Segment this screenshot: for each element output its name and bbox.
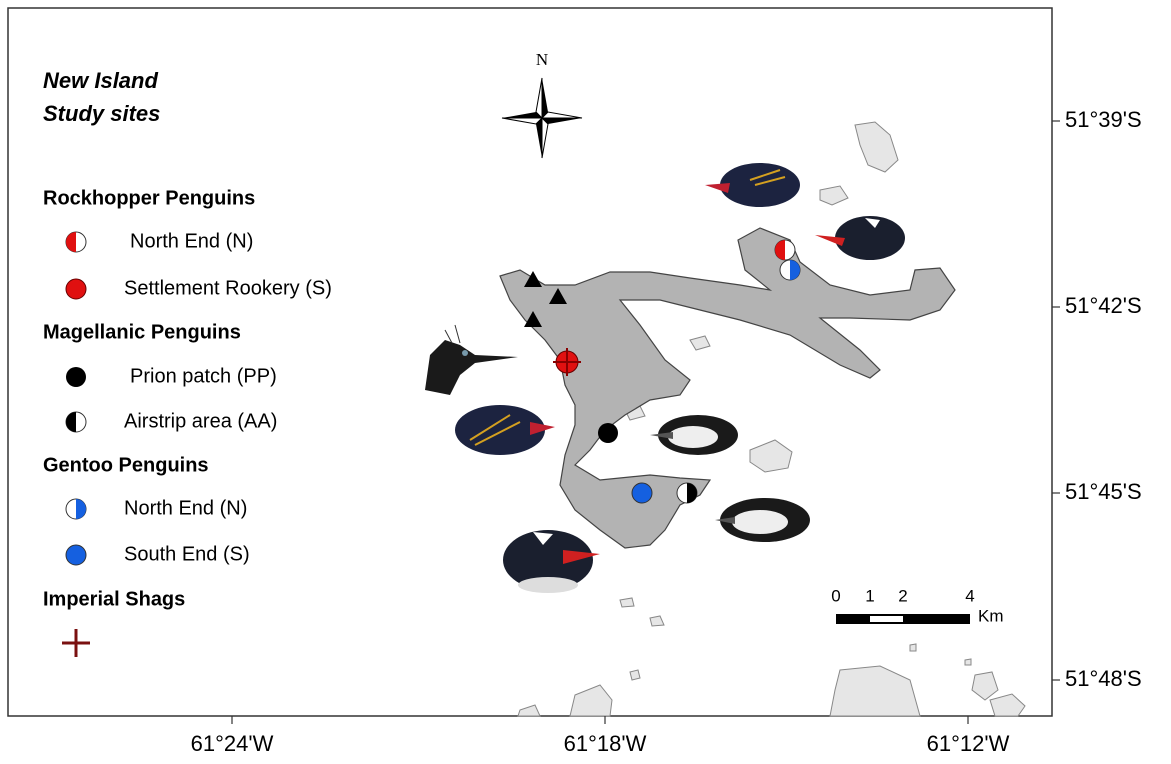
- compass-rose: [501, 77, 583, 159]
- scale-unit: Km: [978, 606, 1004, 625]
- legend-item: North End (N): [124, 497, 247, 519]
- longitude-label: 61°18'W: [564, 731, 647, 756]
- legend-symbol: [66, 367, 86, 387]
- legend-group-title: Gentoo Penguins: [43, 454, 209, 476]
- scale-label: 1: [865, 586, 874, 605]
- legend-item: South End (S): [124, 543, 250, 565]
- legend-item: Settlement Rookery (S): [124, 277, 332, 299]
- islets: [517, 121, 1026, 717]
- scale-label: 0: [831, 586, 840, 605]
- site-markers: [524, 239, 801, 504]
- legend-item: Airstrip area (AA): [124, 410, 277, 432]
- legend-symbol: [65, 544, 87, 566]
- frame-ticks: [231, 120, 1060, 724]
- legend-item: Prion patch (PP): [130, 365, 277, 387]
- latitude-label: 51°45'S: [1065, 479, 1142, 504]
- legend-symbol: [66, 232, 76, 252]
- legend-symbol: [62, 629, 90, 657]
- latitude-label: 51°42'S: [1065, 293, 1142, 318]
- new-island: [499, 227, 956, 549]
- legend-group-title: Magellanic Penguins: [43, 321, 241, 343]
- longitude-label: 61°24'W: [191, 731, 274, 756]
- longitude-label: 61°12'W: [927, 731, 1010, 756]
- scale-bar: [836, 614, 970, 624]
- legend-group-title: Imperial Shags: [43, 588, 185, 610]
- legend-symbol: [65, 278, 87, 300]
- map-title: New Island: [43, 68, 158, 93]
- legend-symbol: [76, 499, 86, 519]
- map-subtitle: Study sites: [43, 101, 160, 126]
- legend-symbol: [66, 412, 76, 432]
- latitude-label: 51°39'S: [1065, 107, 1142, 132]
- penguin-illustrations: [425, 163, 905, 593]
- scale-label: 2: [898, 586, 907, 605]
- latitude-label: 51°48'S: [1065, 666, 1142, 691]
- scale-label: 4: [965, 586, 974, 605]
- compass-north: N: [536, 50, 548, 69]
- legend-group-title: Rockhopper Penguins: [43, 187, 255, 209]
- legend-item: North End (N): [130, 230, 253, 252]
